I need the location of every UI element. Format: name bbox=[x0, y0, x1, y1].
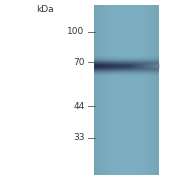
Text: 100: 100 bbox=[67, 27, 85, 36]
Text: 44: 44 bbox=[73, 102, 85, 111]
Bar bbox=[94, 5, 158, 175]
Text: kDa: kDa bbox=[36, 5, 54, 14]
Text: 70: 70 bbox=[73, 58, 85, 67]
Text: 33: 33 bbox=[73, 133, 85, 142]
